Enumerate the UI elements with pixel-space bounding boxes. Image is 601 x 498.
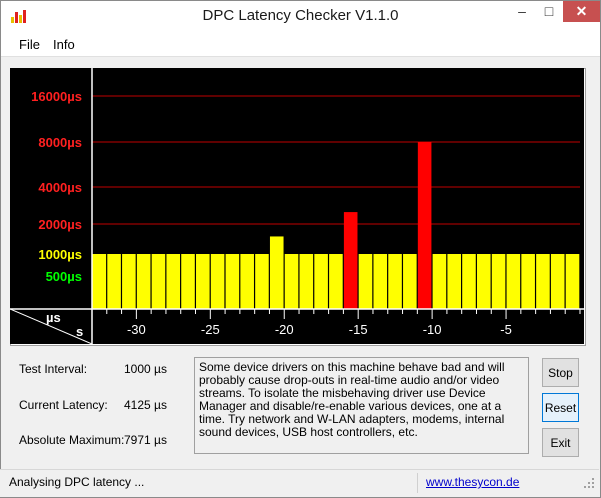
latency-bar <box>476 254 491 309</box>
x-tick-label: -5 <box>500 322 512 337</box>
x-tick-label: -30 <box>127 322 146 337</box>
latency-bar <box>565 254 580 309</box>
latency-bar <box>122 254 136 309</box>
latency-bar <box>284 254 299 309</box>
latency-bar <box>255 254 269 309</box>
y-unit-label: µs <box>46 310 61 325</box>
latency-bar <box>491 254 506 309</box>
latency-bar <box>210 254 225 309</box>
bar-chart-icon <box>11 10 26 23</box>
status-text: Analysing DPC latency ... <box>9 475 145 489</box>
current-latency-label: Current Latency: <box>19 398 108 412</box>
window-title: DPC Latency Checker V1.1.0 <box>202 7 399 24</box>
absolute-max-value: 7971 µs <box>124 433 167 447</box>
title-bar: DPC Latency Checker V1.1.0 – □ ✕ <box>1 1 600 32</box>
latency-bar <box>136 254 151 309</box>
x-tick-label: -10 <box>423 322 442 337</box>
menu-info[interactable]: Info <box>53 37 75 52</box>
reset-button[interactable]: Reset <box>542 393 579 422</box>
minimize-button[interactable]: – <box>518 3 526 19</box>
unit-diagonal <box>10 308 93 344</box>
latency-bar <box>107 254 121 309</box>
status-bar: Analysing DPC latency ... www.thesycon.d… <box>0 469 599 497</box>
website-link[interactable]: www.thesycon.de <box>426 475 520 489</box>
latency-bar <box>550 254 565 309</box>
latency-bar <box>417 142 432 309</box>
x-tick-label: -15 <box>349 322 368 337</box>
latency-bar <box>462 254 476 309</box>
latency-bar <box>166 254 181 309</box>
stop-button[interactable]: Stop <box>542 358 579 387</box>
latency-bar <box>373 254 388 309</box>
test-interval-label: Test Interval: <box>19 362 88 376</box>
menu-file[interactable]: File <box>19 37 40 52</box>
latency-bar <box>403 254 417 309</box>
maximize-button[interactable]: □ <box>544 3 554 19</box>
latency-bar <box>240 254 254 309</box>
x-unit-label: s <box>76 324 83 339</box>
absolute-max-label: Absolute Maximum: <box>19 433 125 447</box>
latency-bar <box>314 254 328 309</box>
latency-chart: -30 -25 -20 -15 -10 -5 16000µs 8000µs 4000µs 2000… <box>10 68 584 344</box>
latency-bar <box>92 254 107 309</box>
latency-bar <box>329 254 343 309</box>
status-separator <box>417 473 418 493</box>
test-interval-value: 1000 µs <box>124 362 167 376</box>
latency-bar <box>196 254 210 309</box>
latency-bar <box>151 254 166 309</box>
y-tick-label: 500µs <box>46 269 82 284</box>
latency-bar <box>521 254 535 309</box>
latency-bar <box>536 254 550 309</box>
current-latency-value: 4125 µs <box>124 398 167 412</box>
menu-bar: File Info <box>1 32 600 57</box>
latency-bar <box>432 254 447 309</box>
y-tick-label: 2000µs <box>38 217 82 232</box>
y-tick-label: 4000µs <box>38 180 82 195</box>
exit-button[interactable]: Exit <box>542 428 579 457</box>
x-tick-label: -20 <box>275 322 294 337</box>
latency-bar <box>225 254 240 309</box>
x-tick-label: -25 <box>201 322 220 337</box>
latency-bar <box>506 254 521 309</box>
latency-bar <box>299 254 314 309</box>
latency-bar <box>343 212 358 309</box>
close-button[interactable]: ✕ <box>563 1 600 22</box>
latency-bar <box>447 254 461 309</box>
y-tick-label: 8000µs <box>38 135 82 150</box>
latency-bar <box>358 254 373 309</box>
y-tick-label: 16000µs <box>31 89 82 104</box>
latency-bar <box>181 254 195 309</box>
latency-bar <box>269 236 284 309</box>
description-text: Some device drivers on this machine beha… <box>194 357 529 454</box>
y-tick-label: 1000µs <box>38 247 82 262</box>
latency-bar <box>388 254 402 309</box>
resize-grip-icon[interactable] <box>582 474 596 492</box>
